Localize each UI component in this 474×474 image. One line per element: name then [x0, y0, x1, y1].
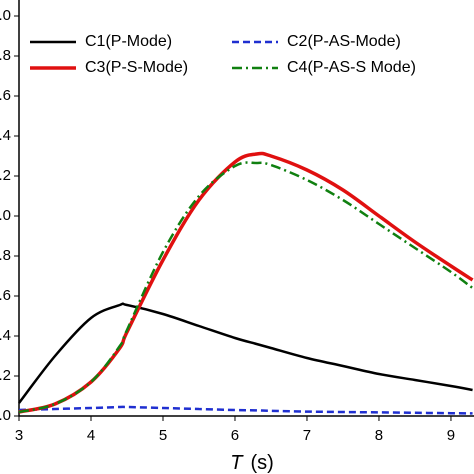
x-label-italic: T [230, 452, 244, 474]
series-line [18, 302, 473, 404]
x-tick-label: 3 [15, 427, 23, 444]
x-tick-label: 5 [159, 427, 167, 444]
series-line [18, 161, 474, 414]
x-axis-label: T (s) [230, 452, 274, 474]
y-tick-label: 1.4 [0, 127, 11, 144]
x-tick-label: 7 [303, 427, 311, 444]
x-label-unit: (s) [250, 452, 273, 474]
x-tick-label: 9 [447, 427, 455, 444]
y-tick-label: 2.0 [0, 7, 11, 24]
legend-label: C2(P-AS-Mode) [287, 33, 401, 50]
y-tick-label: 0.0 [0, 407, 11, 424]
y-tick-label: 1.0 [0, 207, 11, 224]
x-tick-label: 6 [231, 427, 239, 444]
plot-frame [18, 0, 474, 417]
y-tick-label: 1.8 [0, 47, 11, 64]
series-line [18, 405, 473, 415]
y-tick-label: 0.2 [0, 367, 11, 384]
y-tick-label: 1.2 [0, 167, 11, 184]
y-tick-label: 0.4 [0, 327, 11, 344]
y-tick-label: 0.6 [0, 287, 11, 304]
x-tick-label: 8 [375, 427, 383, 444]
legend-label: C4(P-AS-S Mode) [287, 59, 416, 76]
x-tick-label: 4 [87, 427, 95, 444]
legend-label: C1(P-Mode) [85, 33, 172, 50]
series-line [18, 151, 474, 414]
y-tick-label: 1.6 [0, 87, 11, 104]
y-tick-label: 0.8 [0, 247, 11, 264]
legend-label: C3(P-S-Mode) [85, 59, 188, 76]
